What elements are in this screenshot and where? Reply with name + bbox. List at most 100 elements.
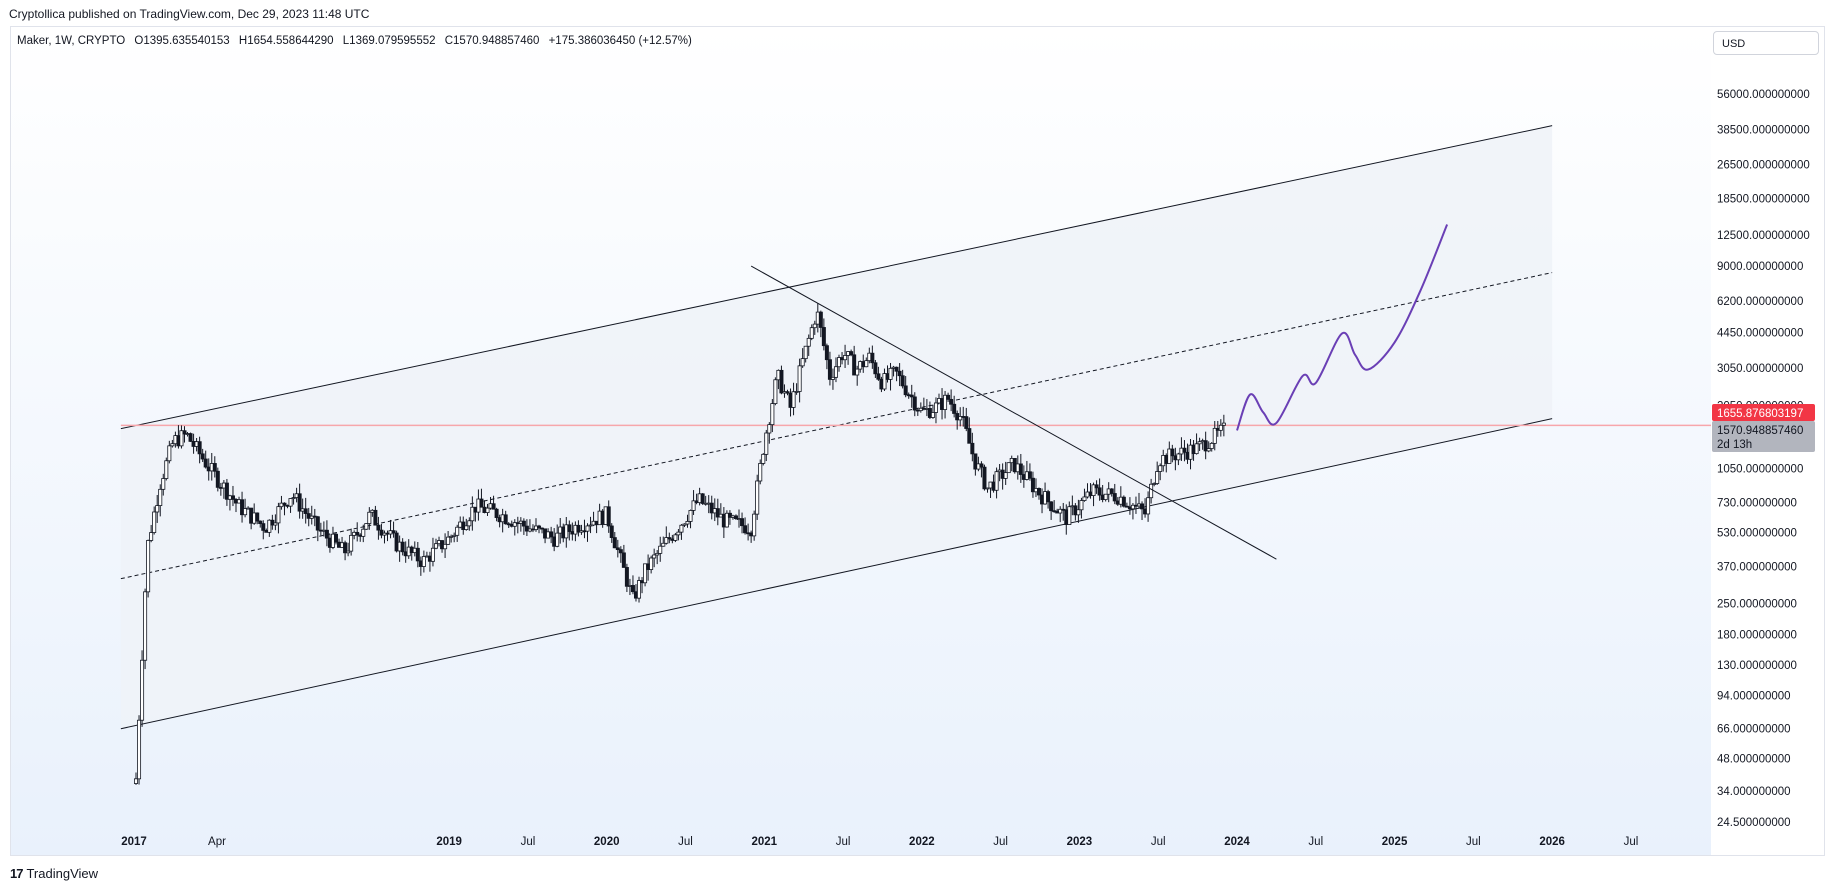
candle-body	[649, 557, 654, 570]
candle-body	[1082, 496, 1087, 501]
candle-body	[585, 525, 590, 532]
candle-body	[1094, 484, 1099, 489]
candle-body	[770, 403, 775, 426]
candle-body	[1149, 483, 1154, 499]
candle-body	[791, 391, 796, 408]
candle-body	[567, 524, 572, 532]
candle-body	[691, 500, 696, 511]
candle-body	[830, 376, 835, 380]
candle-body	[821, 327, 826, 347]
candle-body	[255, 512, 260, 522]
price-tick-label: 3050.000000000	[1717, 363, 1803, 375]
candle-body	[303, 508, 308, 514]
footer-branding[interactable]: 17 TradingView	[10, 866, 98, 881]
time-tick-label: 2019	[436, 836, 462, 848]
candle-body	[870, 352, 875, 364]
price-tick-label: 530.000000000	[1717, 528, 1797, 540]
candle-body	[1076, 509, 1081, 516]
candle-body	[361, 528, 366, 537]
candle-body	[555, 532, 560, 547]
time-tick-label: 2025	[1382, 836, 1408, 848]
candle-body	[764, 432, 769, 455]
candle-body	[1003, 472, 1008, 479]
candle-body	[888, 367, 893, 380]
candle-body	[140, 659, 145, 721]
candle-body	[430, 547, 435, 562]
candle-body	[682, 523, 687, 526]
candle-body	[494, 508, 499, 518]
candle-body	[521, 520, 526, 527]
candle-body	[676, 531, 681, 536]
candle-body	[346, 550, 351, 554]
price-tick-label: 12500.000000000	[1717, 230, 1810, 242]
candle-body	[158, 488, 163, 506]
tradingview-brand: TradingView	[26, 866, 99, 881]
candle-body	[767, 424, 772, 434]
candle-body	[164, 460, 169, 479]
candle-body	[794, 391, 799, 393]
candle-body	[803, 345, 808, 360]
price-tick-label: 48.000000000	[1717, 754, 1791, 766]
price-tick-label: 26500.000000000	[1717, 159, 1810, 171]
candle-body	[182, 430, 187, 435]
candle-body	[964, 416, 969, 429]
symbol-label[interactable]: Maker, 1W, CRYPTO	[17, 35, 126, 47]
candle-body	[958, 416, 963, 421]
time-axis[interactable]: 2017 Apr 2019 Jul 2020 Jul 2021 Jul 2022 Jul 2023 J…	[121, 836, 1638, 848]
candle-body	[282, 502, 287, 506]
high-value: H1654.558644290	[238, 35, 334, 47]
candle-body	[421, 556, 426, 567]
currency-button[interactable]: USD	[1713, 31, 1819, 55]
projection-path[interactable]	[1236, 224, 1449, 431]
candle-body	[376, 524, 381, 531]
candle-body	[1146, 497, 1151, 515]
descending-trendline[interactable]	[750, 265, 1277, 560]
candle-body	[752, 513, 757, 537]
chart-frame[interactable]	[10, 26, 1825, 856]
candle-body	[1121, 496, 1126, 507]
candle-body	[1209, 442, 1214, 449]
candle-body	[243, 508, 248, 516]
price-tick-label: 130.000000000	[1717, 660, 1797, 672]
candle-body	[661, 542, 666, 547]
candle-body	[943, 394, 948, 410]
candle-body	[443, 543, 448, 550]
candle-body	[224, 482, 229, 500]
candle-body	[979, 463, 984, 468]
candle-body	[549, 531, 554, 538]
candle-body	[167, 445, 172, 462]
candle-body	[1218, 424, 1223, 431]
price-tick-label: 180.000000000	[1717, 629, 1797, 641]
candle-body	[785, 391, 790, 394]
price-axis[interactable]: 56000.000000000 38500.000000000 26500.0000…	[1717, 89, 1810, 829]
price-tick-label: 38500.000000000	[1717, 124, 1810, 136]
candle-body	[609, 525, 614, 538]
candle-body	[679, 524, 684, 533]
candle-body	[137, 719, 142, 780]
candle-body	[1046, 491, 1051, 503]
candle-body	[1170, 448, 1175, 457]
time-tick-label: 2021	[751, 836, 777, 848]
candle-body	[643, 563, 648, 584]
candle-body	[315, 516, 320, 531]
candle-body	[685, 521, 690, 525]
candle-body	[373, 509, 378, 526]
channel-upper-line[interactable]	[120, 125, 1553, 430]
time-tick-label: Jul	[1308, 836, 1323, 848]
candle-body	[161, 478, 166, 490]
candle-body	[688, 510, 693, 522]
candle-body	[952, 403, 957, 414]
candles-group	[133, 303, 1226, 785]
price-tick-label: 9000.000000000	[1717, 261, 1803, 273]
candle-body	[852, 354, 857, 376]
ohlc-legend: Maker, 1W, CRYPTO O1395.635540153 H1654.…	[17, 35, 698, 47]
time-tick-label: Jul	[993, 836, 1008, 848]
candle-body	[455, 526, 460, 536]
candle-body	[203, 458, 208, 468]
candle-body	[479, 498, 484, 508]
candle-body	[658, 545, 663, 554]
open-value: O1395.635540153	[134, 35, 230, 47]
countdown-label: 2d 13h	[1717, 439, 1752, 451]
channel-lower-line[interactable]	[120, 418, 1553, 730]
